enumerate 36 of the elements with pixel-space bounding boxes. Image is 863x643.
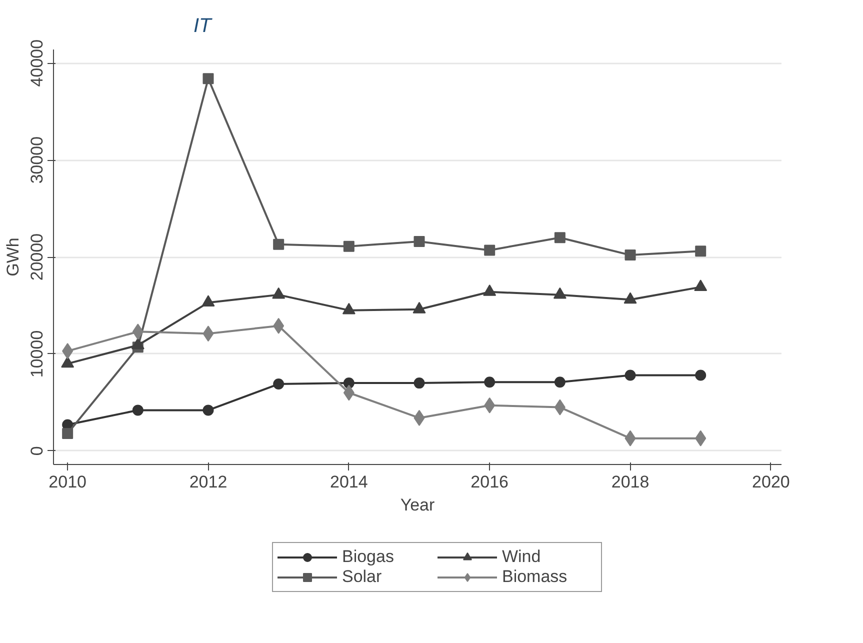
point (695, 246, 706, 257)
y-tick-label: 40000 (28, 39, 46, 87)
y-tick-label: 20000 (28, 233, 46, 281)
legend-label: Solar (342, 566, 383, 587)
point (554, 376, 566, 388)
point (343, 378, 354, 389)
point (695, 370, 706, 381)
point (62, 428, 74, 439)
y-tick-label: 0 (28, 446, 46, 456)
point (273, 238, 284, 250)
point (273, 378, 284, 390)
legend-label: Biomass (502, 566, 568, 587)
y-tick-label: 30000 (28, 136, 46, 184)
point (484, 376, 496, 388)
point (484, 244, 496, 256)
y-tick-label: 10000 (28, 330, 46, 378)
x-tick-label: 2020 (752, 472, 790, 492)
x-tick-label: 2010 (48, 472, 86, 492)
point (202, 73, 214, 84)
point (202, 404, 214, 416)
chart-title: IT (194, 15, 214, 37)
point (624, 370, 636, 381)
point (132, 404, 144, 416)
point (414, 378, 425, 389)
x-axis-title: Year (400, 496, 436, 514)
x-tick-label: 2014 (330, 472, 368, 492)
point (343, 240, 354, 252)
x-tick-label: 2018 (611, 472, 650, 492)
point (624, 250, 636, 261)
x-tick-label: 2012 (189, 472, 228, 492)
legend-label: Wind (502, 546, 542, 567)
point (414, 236, 425, 247)
point (554, 232, 566, 244)
y-axis-title: GWh (4, 238, 22, 276)
legend-label: Biogas (342, 546, 395, 567)
x-tick-label: 2016 (470, 472, 509, 492)
